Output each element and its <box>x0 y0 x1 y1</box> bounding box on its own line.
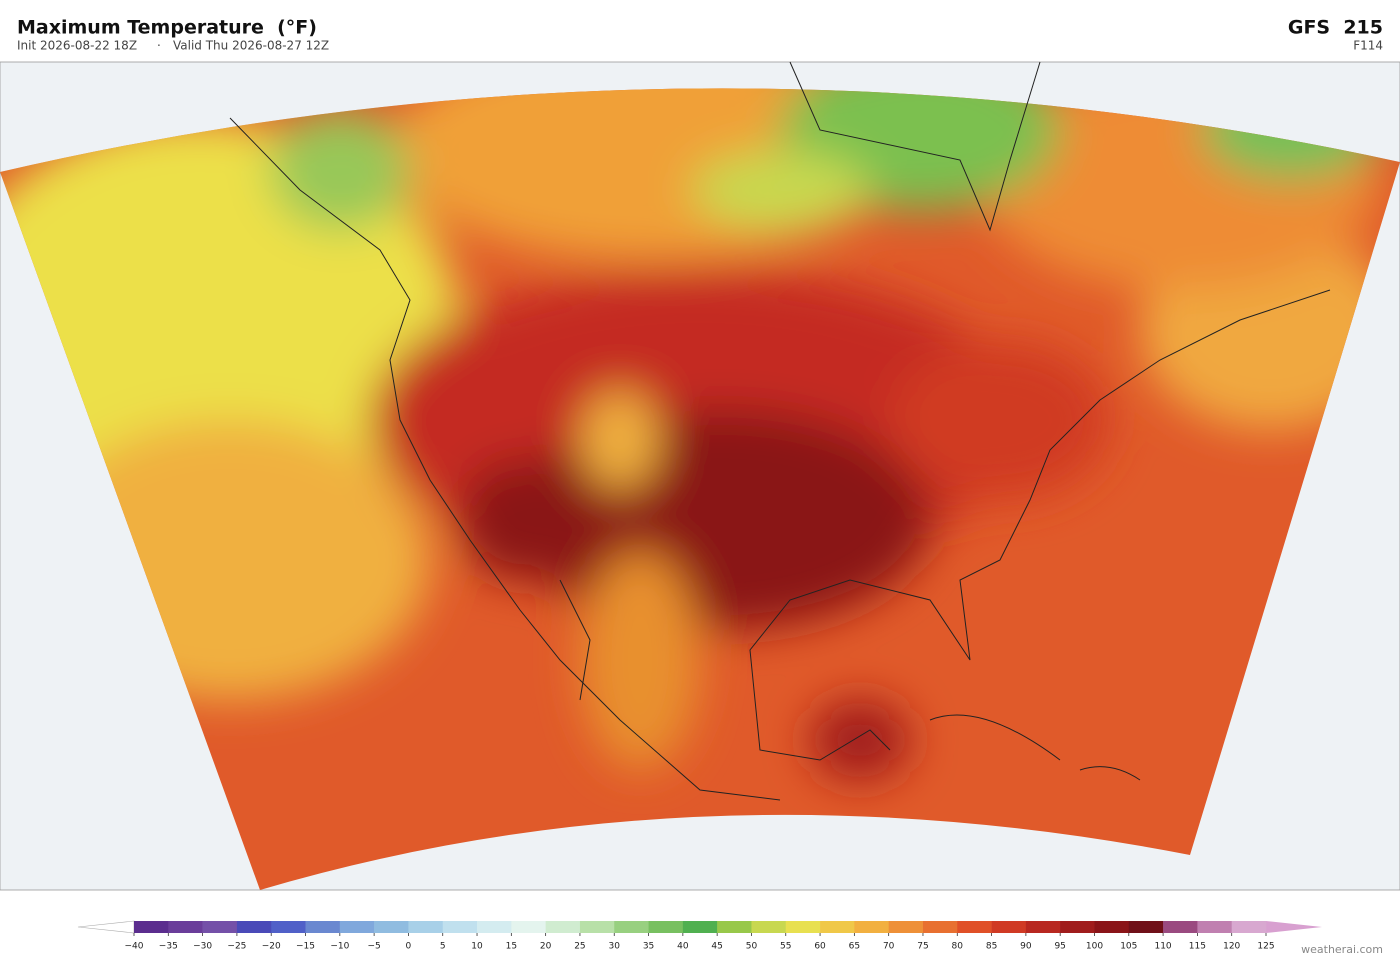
colorbar-bin <box>168 921 203 933</box>
colorbar-bin <box>202 921 238 933</box>
colorbar-tick-label: 75 <box>917 942 928 952</box>
colorbar-bin <box>648 921 684 933</box>
colorbar-tick-label: 5 <box>440 942 446 952</box>
init-time: Init 2026-08-22 18Z <box>17 39 137 53</box>
colorbar-tick-label: 110 <box>1154 942 1171 952</box>
colorbar-tick-label: −25 <box>227 942 246 952</box>
colorbar-bin <box>991 921 1027 933</box>
colorbar-tick-label: 85 <box>986 942 997 952</box>
colorbar-bin <box>579 921 615 933</box>
colorbar-bin <box>751 921 787 933</box>
colorbar-tick-label: −30 <box>193 942 212 952</box>
colorbar-tick-label: 55 <box>780 942 791 952</box>
colorbar: −40 −35 −30 −25 −20 −15 −10 −5 0 5 10 15 20 25 30 35 40 4… <box>77 920 1322 952</box>
colorbar-under <box>77 920 135 934</box>
colorbar-tick-label: 60 <box>814 942 826 952</box>
colorbar-tick-label: 20 <box>540 942 552 952</box>
colorbar-tick-label: −5 <box>367 942 380 952</box>
forecast-hour: F114 <box>1353 39 1383 53</box>
title: Maximum Temperature (°F) <box>17 17 317 39</box>
colorbar-bin <box>957 921 992 933</box>
colorbar-tick-label: −10 <box>330 942 349 952</box>
colorbar-tick-label: 90 <box>1020 942 1032 952</box>
colorbar-tick-label: 105 <box>1120 942 1137 952</box>
colorbar-tick-label: 120 <box>1223 942 1240 952</box>
colorbar-bin <box>785 921 821 933</box>
colorbar-tick-label: 50 <box>746 942 758 952</box>
colorbar-bin <box>1060 921 1095 933</box>
colorbar-tick-label: 0 <box>406 942 412 952</box>
colorbar-tick-label: 125 <box>1257 942 1274 952</box>
colorbar-bin <box>682 921 718 933</box>
colorbar-bin <box>477 921 512 933</box>
colorbar-bin <box>339 921 375 933</box>
colorbar-tick-label: 115 <box>1189 942 1206 952</box>
colorbar-tick-label: −35 <box>159 942 178 952</box>
colorbar-tick-label: 100 <box>1086 942 1103 952</box>
colorbar-bin <box>236 921 272 933</box>
colorbar-bin <box>305 921 341 933</box>
colorbar-bin <box>717 921 752 933</box>
temperature-field <box>0 88 1400 890</box>
colorbar-bin <box>854 921 889 933</box>
credit: weatherai.com <box>1301 943 1383 956</box>
coastlines <box>229 61 1331 801</box>
colorbar-bin <box>1197 921 1232 933</box>
colorbar-tick-label: 15 <box>506 942 517 952</box>
colorbar-tick-label: 25 <box>574 942 585 952</box>
colorbar-tick-label: −40 <box>125 942 144 952</box>
colorbar-tick-label: 65 <box>849 942 860 952</box>
colorbar-bin <box>1163 921 1198 933</box>
map <box>0 61 1400 891</box>
colorbar-tick-label: 95 <box>1054 942 1065 952</box>
colorbar-bin <box>134 921 169 933</box>
colorbar-tick-label: 35 <box>643 942 654 952</box>
colorbar-tick-label: 70 <box>883 942 895 952</box>
colorbar-bin <box>1231 921 1267 933</box>
colorbar-bin <box>888 921 924 933</box>
colorbar-over <box>1266 921 1322 933</box>
colorbar-tick-label: 10 <box>471 942 483 952</box>
colorbar-tick-label: 80 <box>952 942 964 952</box>
colorbar-bin <box>545 921 581 933</box>
colorbar-bin <box>511 921 546 933</box>
colorbar-bin <box>442 921 478 933</box>
colorbar-bin <box>271 921 306 933</box>
colorbar-tick-label: 45 <box>711 942 722 952</box>
separator: · <box>157 39 161 53</box>
colorbar-bin <box>922 921 958 933</box>
colorbar-tick-label: −20 <box>262 942 281 952</box>
colorbar-bin <box>1094 921 1130 933</box>
colorbar-tick-label: 30 <box>609 942 621 952</box>
colorbar-bin <box>1025 921 1061 933</box>
colorbar-bin <box>820 921 855 933</box>
colorbar-tick-label: 40 <box>677 942 689 952</box>
colorbar-bin <box>614 921 649 933</box>
valid-time: Valid Thu 2026-08-27 12Z <box>173 39 329 53</box>
model: GFS 215 <box>1288 17 1383 39</box>
colorbar-bin <box>374 921 409 933</box>
colorbar-bin <box>1128 921 1164 933</box>
colorbar-bin <box>408 921 444 933</box>
colorbar-tick-label: −15 <box>296 942 315 952</box>
